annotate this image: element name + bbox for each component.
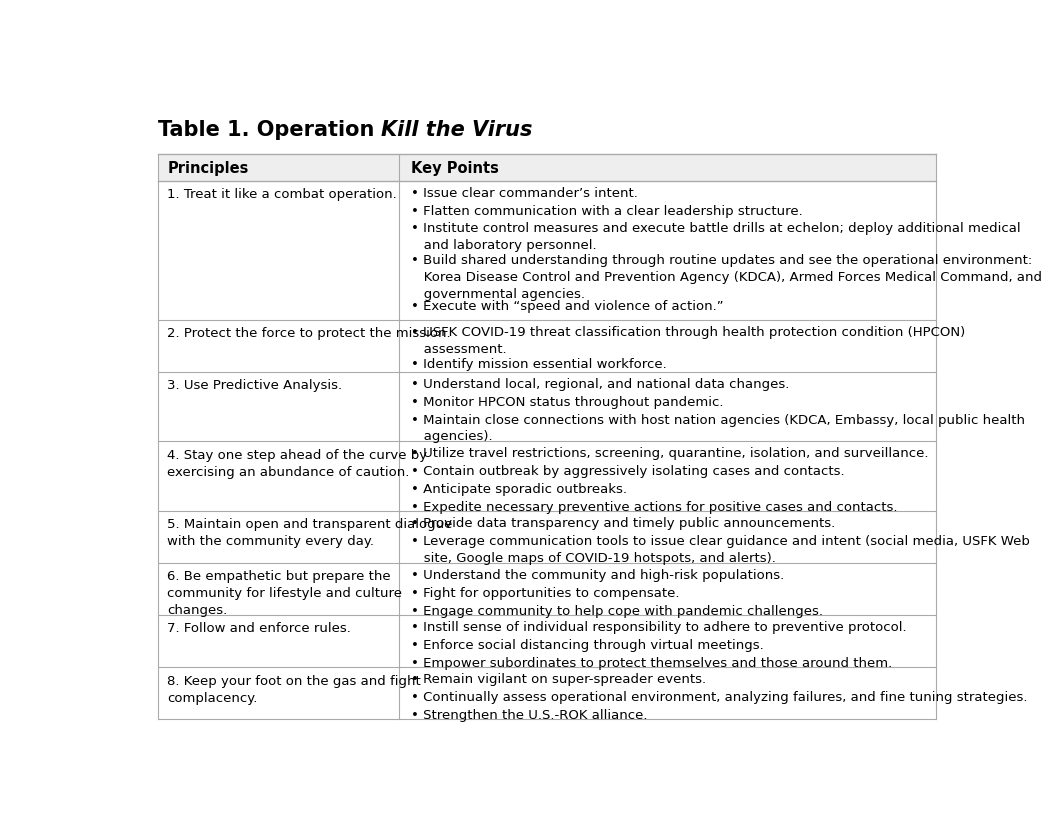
Text: 6. Be empathetic but prepare the
community for lifestyle and culture
changes.: 6. Be empathetic but prepare the communi… <box>168 569 403 617</box>
Text: • Strengthen the U.S.-ROK alliance.: • Strengthen the U.S.-ROK alliance. <box>411 708 647 721</box>
Text: • Maintain close connections with host nation agencies (KDCA, Embassy, local pub: • Maintain close connections with host n… <box>411 413 1026 443</box>
Text: 8. Keep your foot on the gas and fight
complacency.: 8. Keep your foot on the gas and fight c… <box>168 674 421 704</box>
Text: • Monitor HPCON status throughout pandemic.: • Monitor HPCON status throughout pandem… <box>411 396 724 408</box>
Text: • Flatten communication with a clear leadership structure.: • Flatten communication with a clear lea… <box>411 205 803 217</box>
Text: 7. Follow and enforce rules.: 7. Follow and enforce rules. <box>168 622 352 635</box>
Text: 1. Treat it like a combat operation.: 1. Treat it like a combat operation. <box>168 188 398 201</box>
Text: • Engage community to help cope with pandemic challenges.: • Engage community to help cope with pan… <box>411 604 823 617</box>
Text: • Issue clear commander’s intent.: • Issue clear commander’s intent. <box>411 187 638 200</box>
Text: • Institute control measures and execute battle drills at echelon; deploy additi: • Institute control measures and execute… <box>411 222 1020 252</box>
Text: • Expedite necessary preventive actions for positive cases and contacts.: • Expedite necessary preventive actions … <box>411 500 898 514</box>
Text: Kill the Virus: Kill the Virus <box>382 120 533 140</box>
Text: • Remain vigilant on super-spreader events.: • Remain vigilant on super-spreader even… <box>411 672 707 686</box>
Text: • Utilize travel restrictions, screening, quarantine, isolation, and surveillanc: • Utilize travel restrictions, screening… <box>411 447 929 459</box>
Text: • Understand local, regional, and national data changes.: • Understand local, regional, and nation… <box>411 378 790 391</box>
Text: • Enforce social distancing through virtual meetings.: • Enforce social distancing through virt… <box>411 638 764 651</box>
Text: Principles: Principles <box>168 161 249 176</box>
Text: • Leverage communication tools to issue clear guidance and intent (social media,: • Leverage communication tools to issue … <box>411 534 1030 563</box>
Bar <box>157 155 937 182</box>
Text: 5. Maintain open and transparent dialogue
with the community every day.: 5. Maintain open and transparent dialogu… <box>168 518 453 547</box>
Text: 3. Use Predictive Analysis.: 3. Use Predictive Analysis. <box>168 378 342 391</box>
Text: • Contain outbreak by aggressively isolating cases and contacts.: • Contain outbreak by aggressively isola… <box>411 464 845 477</box>
Text: • Continually assess operational environment, analyzing failures, and fine tunin: • Continually assess operational environ… <box>411 690 1028 704</box>
Text: • Build shared understanding through routine updates and see the operational env: • Build shared understanding through rou… <box>411 254 1043 301</box>
Text: 2. Protect the force to protect the mission.: 2. Protect the force to protect the miss… <box>168 327 451 340</box>
Text: Table 1. Operation: Table 1. Operation <box>157 120 382 140</box>
Text: • Identify mission essential workforce.: • Identify mission essential workforce. <box>411 357 668 370</box>
Text: • Fight for opportunities to compensate.: • Fight for opportunities to compensate. <box>411 586 679 599</box>
Text: • USFK COVID-19 threat classification through health protection condition (HPCON: • USFK COVID-19 threat classification th… <box>411 325 965 355</box>
Text: 4. Stay one step ahead of the curve by
exercising an abundance of caution.: 4. Stay one step ahead of the curve by e… <box>168 448 427 478</box>
Text: • Instill sense of individual responsibility to adhere to preventive protocol.: • Instill sense of individual responsibi… <box>411 620 907 633</box>
Text: • Execute with “speed and violence of action.”: • Execute with “speed and violence of ac… <box>411 300 724 313</box>
Text: Key Points: Key Points <box>411 161 500 176</box>
Text: • Understand the community and high-risk populations.: • Understand the community and high-risk… <box>411 568 784 581</box>
Text: • Anticipate sporadic outbreaks.: • Anticipate sporadic outbreaks. <box>411 482 627 495</box>
Text: • Provide data transparency and timely public announcements.: • Provide data transparency and timely p… <box>411 516 836 529</box>
Text: • Empower subordinates to protect themselves and those around them.: • Empower subordinates to protect themse… <box>411 656 893 669</box>
